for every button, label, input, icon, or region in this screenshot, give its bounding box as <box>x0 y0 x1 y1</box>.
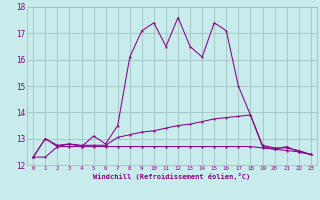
X-axis label: Windchill (Refroidissement éolien,°C): Windchill (Refroidissement éolien,°C) <box>93 173 251 180</box>
